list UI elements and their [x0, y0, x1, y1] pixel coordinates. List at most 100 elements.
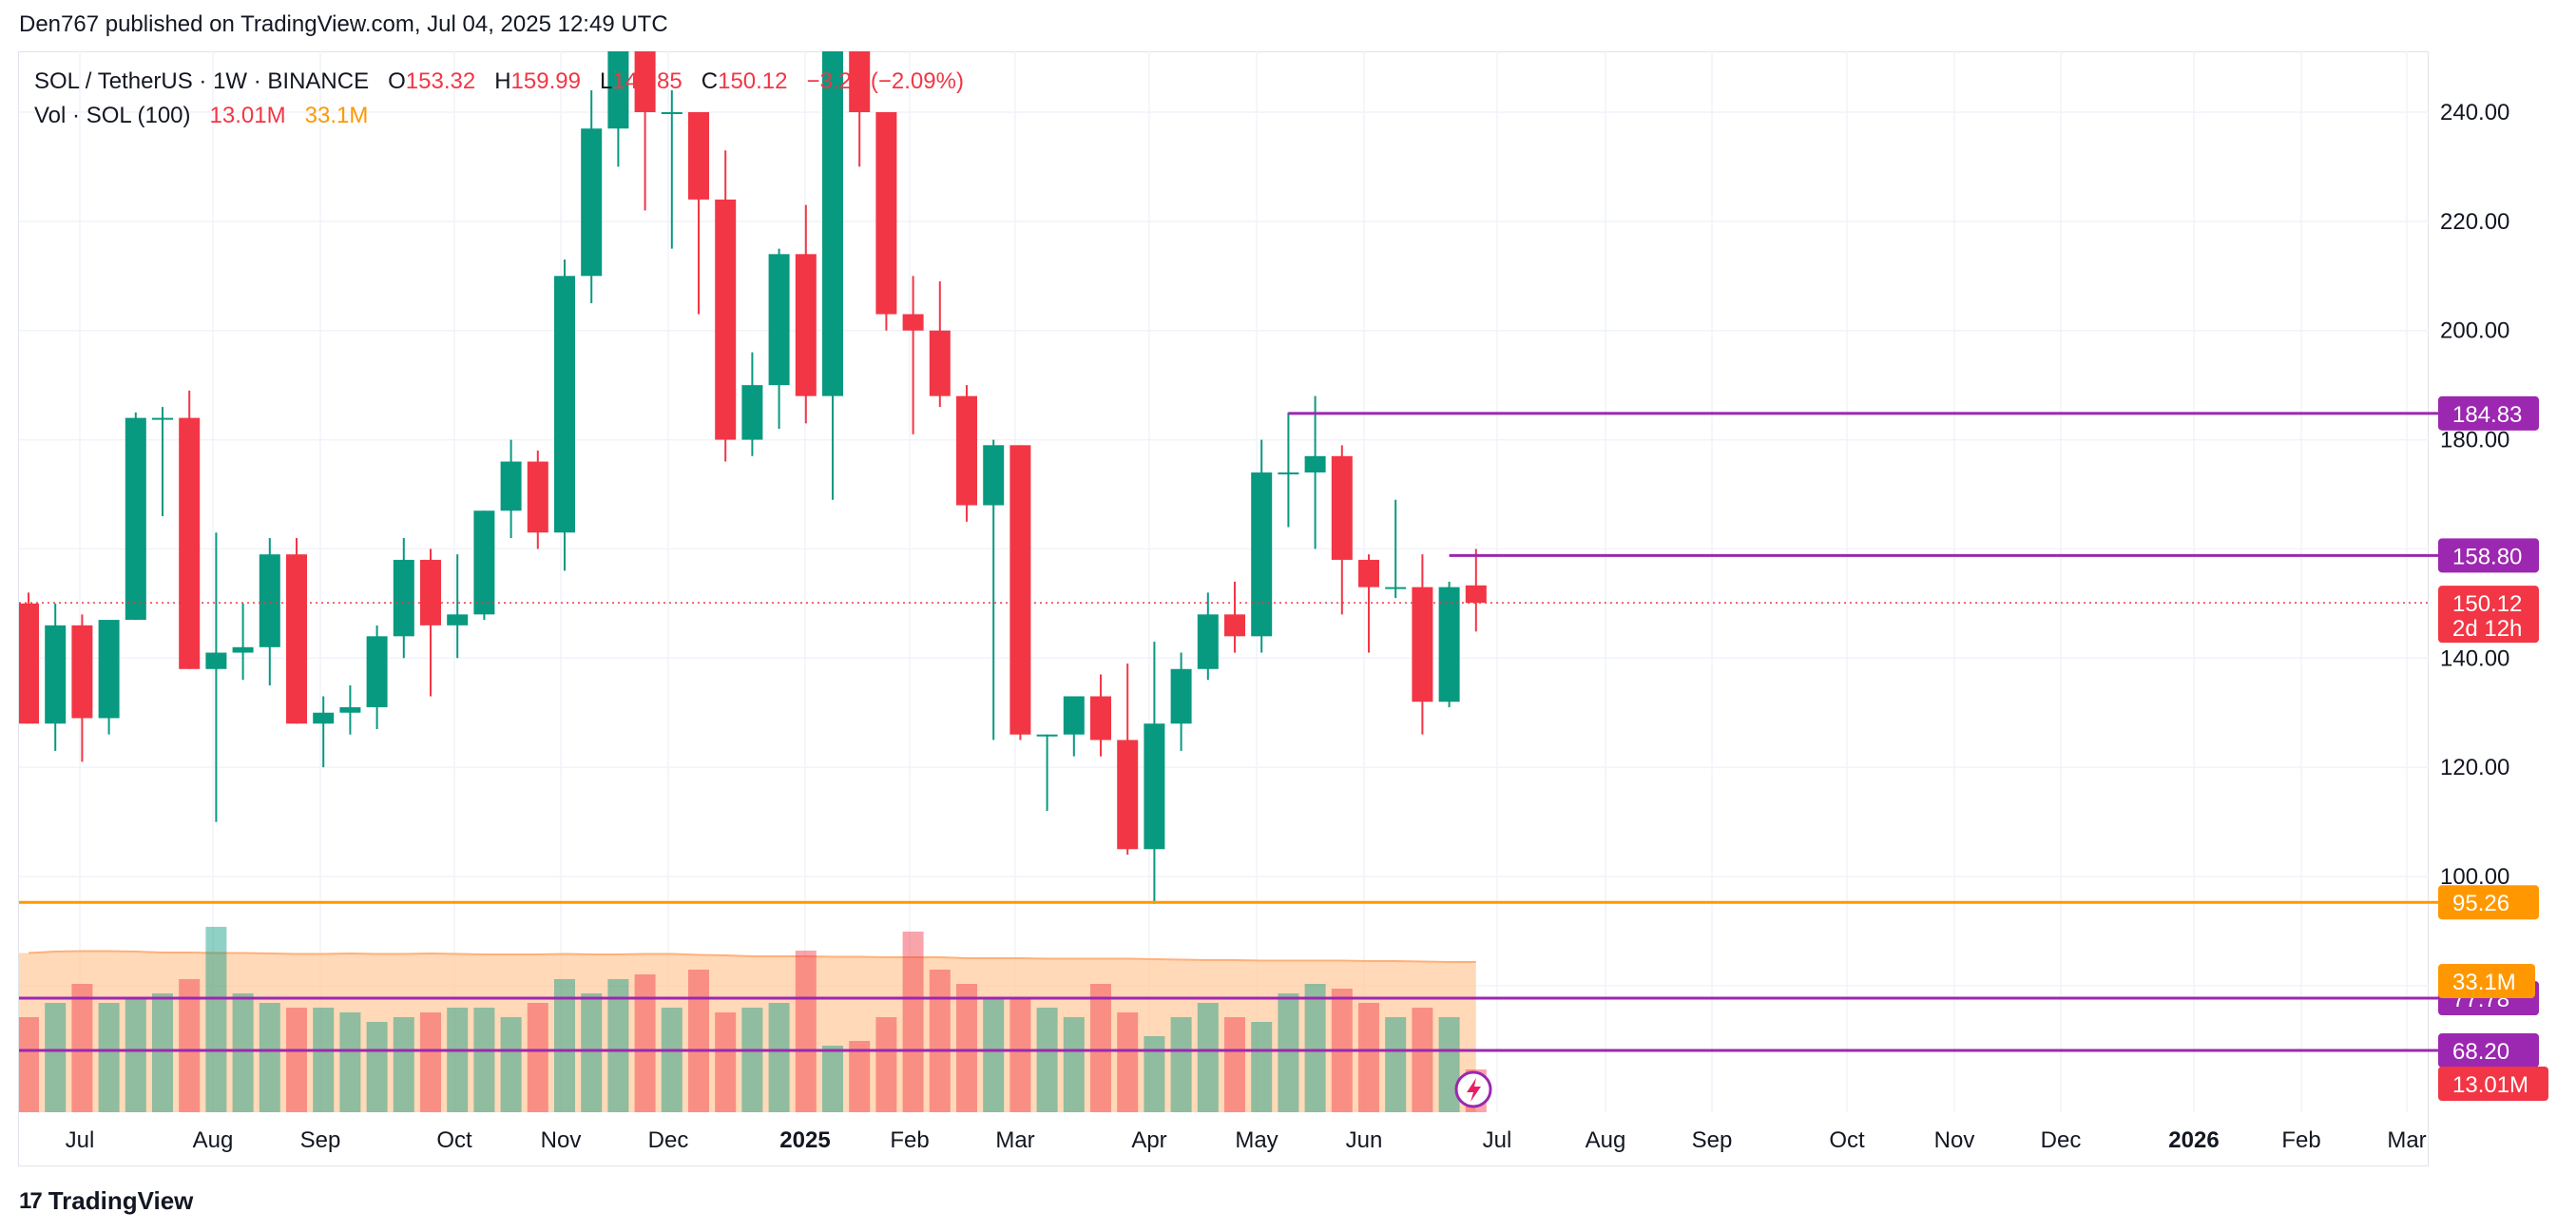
volume-ma-badge: 33.1M: [2438, 964, 2535, 998]
candle-body: [554, 276, 575, 533]
y-tick-label: 220.00: [2440, 209, 2509, 235]
candle-body: [1170, 668, 1192, 724]
level-badge-158-80-bg: [2438, 538, 2539, 573]
volume-bar: [152, 993, 173, 1112]
volume-bar: [420, 1012, 441, 1112]
volume-label[interactable]: Vol · SOL (100): [34, 103, 191, 128]
price-chart[interactable]: 240.00220.00200.00180.00160.00140.00120.…: [0, 0, 2576, 1179]
candle-body: [420, 559, 441, 626]
volume-bar: [19, 1017, 39, 1112]
candle-body: [581, 128, 603, 277]
x-tick-label: Apr: [1131, 1127, 1166, 1153]
volume-bar: [259, 1003, 280, 1112]
x-tick-label: Sep: [1692, 1127, 1733, 1153]
level-badge-68-20-bg: [2438, 1033, 2539, 1068]
volume-bar: [232, 993, 254, 1112]
candle-body: [715, 199, 737, 440]
candle-body: [232, 646, 254, 653]
volume-bar: [473, 1008, 495, 1112]
x-tick-label: Aug: [1586, 1127, 1626, 1153]
volume-bar: [875, 1017, 897, 1112]
candle-body: [45, 625, 67, 724]
candle-body: [71, 625, 93, 719]
volume-bar: [125, 998, 146, 1112]
volume-bar: [956, 984, 977, 1112]
candle-body: [849, 51, 871, 112]
volume-ma-badge-bg: [2438, 964, 2535, 998]
x-tick-label: Oct: [436, 1127, 472, 1153]
symbol-label[interactable]: SOL / TetherUS · 1W · BINANCE: [34, 68, 370, 94]
x-tick-label: 2026: [2168, 1127, 2219, 1153]
chart-legend: SOL / TetherUS · 1W · BINANCE O153.32 H1…: [34, 65, 964, 133]
volume-bar: [71, 984, 93, 1112]
candle-body: [1009, 445, 1031, 735]
volume-bar: [1036, 1008, 1058, 1112]
y-tick-label: 240.00: [2440, 100, 2509, 125]
level-badge-158-80-text: 158.80: [2452, 544, 2522, 569]
volume-bar: [741, 1008, 763, 1112]
candle-body: [661, 112, 682, 114]
volume-bar: [554, 979, 575, 1112]
volume-badge-text: 13.01M: [2452, 1072, 2528, 1098]
level-badge-184-83-bg: [2438, 395, 2539, 431]
x-tick-label: 2025: [779, 1127, 830, 1153]
candle-body: [1224, 614, 1245, 637]
low-value: 144.85: [612, 68, 682, 94]
volume-bar: [902, 932, 924, 1112]
candle-body: [366, 636, 388, 707]
volume-bar: [179, 979, 201, 1112]
candle-body: [1304, 455, 1326, 473]
x-tick-label: Sep: [300, 1127, 341, 1153]
volume-ma-badge-text: 33.1M: [2452, 970, 2516, 995]
tradingview-logo[interactable]: 17 TradingView: [19, 1186, 193, 1216]
candle-body: [822, 51, 843, 396]
x-tick-label: Nov: [541, 1127, 582, 1153]
countdown-text: 2d 12h: [2452, 616, 2522, 642]
volume-bar: [661, 1008, 682, 1112]
candle-body: [875, 112, 897, 315]
candle-body: [902, 314, 924, 331]
candle-body: [956, 395, 977, 506]
candle-body: [393, 559, 414, 637]
volume-bar: [849, 1041, 871, 1112]
volume-bar: [1063, 1017, 1085, 1112]
candle-body: [929, 330, 951, 396]
volume-bar: [1197, 1003, 1219, 1112]
candle-body: [1251, 472, 1273, 637]
volume-bar: [205, 927, 227, 1112]
level-badge-184-83: 184.83: [2438, 395, 2539, 431]
x-tick-label: May: [1235, 1127, 1278, 1153]
close-value: 150.12: [718, 68, 788, 94]
volume-bar: [527, 1003, 548, 1112]
volume-bar: [1438, 1017, 1460, 1112]
volume-legend-row: Vol · SOL (100) 13.01M 33.1M: [34, 99, 964, 133]
level-badge-68-20-text: 68.20: [2452, 1039, 2509, 1065]
volume-bar: [98, 1003, 120, 1112]
volume-bar: [795, 951, 817, 1112]
x-tick-label: Jul: [66, 1127, 95, 1153]
level-badge-158-80: 158.80: [2438, 538, 2539, 573]
candle-body: [500, 461, 522, 511]
flash-icon: [1454, 1070, 1492, 1108]
candle-body: [1036, 734, 1058, 737]
candle-body: [339, 706, 361, 713]
candle-body: [1438, 587, 1460, 703]
volume-bar: [929, 970, 951, 1112]
high-label: H: [494, 68, 511, 94]
volume-bar: [500, 1017, 522, 1112]
candle-body: [473, 510, 495, 615]
volume-bar: [768, 1003, 790, 1112]
volume-ma-area: [19, 951, 1476, 1112]
x-tick-label: Feb: [890, 1127, 929, 1153]
candle-body: [795, 254, 817, 396]
volume-bar: [1144, 1036, 1165, 1112]
candle-body: [527, 461, 548, 533]
last-price-text: 150.12: [2452, 591, 2522, 617]
candle-body: [125, 417, 146, 621]
x-tick-label: Aug: [193, 1127, 234, 1153]
candle-body: [1358, 559, 1379, 587]
candle-body: [1197, 614, 1219, 669]
volume-ma-value: 33.1M: [304, 103, 369, 128]
volume-badge-bg: [2438, 1067, 2548, 1101]
